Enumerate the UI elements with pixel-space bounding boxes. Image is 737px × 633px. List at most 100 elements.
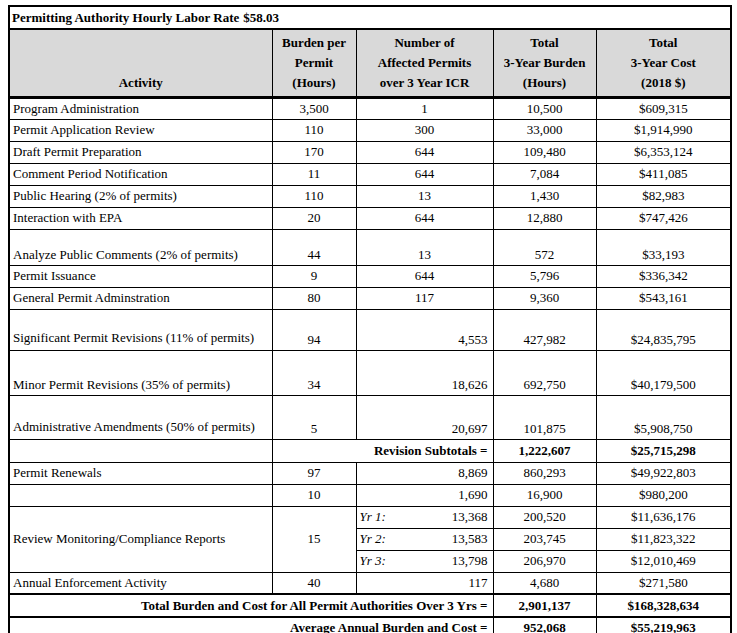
table-row: Significant Permit Revisions (11% of per… [9,309,731,350]
cell-activity: General Permit Adminstration [9,287,272,309]
cell-total-burden: 572 [493,229,596,265]
cell-activity [9,439,272,462]
year-label: Yr 3: [360,553,386,569]
table-row: Permit Renewals978,869860,293$49,922,803 [9,462,731,484]
cell-affected-permits: 13 [356,229,493,265]
cell-burden-per-permit: 10 [272,484,356,506]
cell-activity: Public Hearing (2% of permits) [9,185,272,207]
cell-total-cost: $5,908,750 [596,395,731,439]
table-row: Interaction with EPA2064412,880$747,426 [9,207,731,229]
table-row: Analyze Public Comments (2% of permits)4… [9,229,731,265]
cell-total-cost: $747,426 [596,207,731,229]
year-value: 13,368 [452,509,488,525]
cell-total-burden: 4,680 [493,572,596,594]
cell-total-cost: $336,342 [596,265,731,287]
cell-total-cost: $12,010,469 [596,550,731,572]
cell-activity [9,484,272,506]
table-title-label: Permitting Authority Hourly Labor Rate [12,10,239,25]
cell-affected-permits: 18,626 [356,350,493,395]
cell-total-cost: $411,085 [596,163,731,185]
cell-activity: Administrative Amendments (50% of permit… [9,395,272,439]
cell-total-cost: $24,835,795 [596,309,731,350]
cell-total-cost: $25,715,298 [596,439,731,462]
year-split: Yr 2:13,583 [360,531,490,547]
cell-total-burden: 9,360 [493,287,596,309]
cell-total-cost: $168,328,634 [596,594,731,617]
cell-burden-per-permit: 97 [272,462,356,484]
cell-burden-per-permit: 110 [272,185,356,207]
cell-affected-permits: 300 [356,119,493,141]
cell-total-cost: $271,580 [596,572,731,594]
cell-total-burden: 33,000 [493,119,596,141]
cell-total-burden: 200,520 [493,506,596,528]
cell-total-cost: $40,179,500 [596,350,731,395]
cell-total-burden: 2,901,137 [493,594,596,617]
cell-total-burden: 427,982 [493,309,596,350]
cell-activity: Total Burden and Cost for All Permit Aut… [9,594,493,617]
cell-total-cost: $82,983 [596,185,731,207]
cell-activity: Permit Issuance [9,265,272,287]
table-row: Annual Enforcement Activity401174,680$27… [9,572,731,594]
cell-total-burden: 203,745 [493,528,596,550]
table-row: General Permit Adminstration801179,360$5… [9,287,731,309]
cell-total-cost: $543,161 [596,287,731,309]
cell-burden-per-permit: 40 [272,572,356,594]
cell-burden-per-permit: 110 [272,119,356,141]
cell-affected-permits: Yr 1: 13,368 [356,506,493,528]
cell-affected-permits: 1 [356,97,493,119]
cell-total-burden: 860,293 [493,462,596,484]
cell-affected-permits: 13 [356,185,493,207]
cell-burden-per-permit: 94 [272,309,356,350]
page: Permitting Authority Hourly Labor Rate $5… [0,0,737,633]
cell-burden-per-permit: 5 [272,395,356,439]
cell-burden-per-permit: 15 [272,506,356,572]
table-row: Revision Subtotals =1,222,607$25,715,298 [9,439,731,462]
cell-total-burden: 1,430 [493,185,596,207]
cell-affected-permits: 20,697 [356,395,493,439]
cell-total-cost: $980,200 [596,484,731,506]
cell-affected-permits: 644 [356,265,493,287]
cell-total-burden: 7,084 [493,163,596,185]
cell-affected-permits: 644 [356,141,493,163]
cell-burden-per-permit: Revision Subtotals = [272,439,493,462]
cell-activity: Interaction with EPA [9,207,272,229]
year-value: 13,798 [452,553,488,569]
cell-affected-permits: 117 [356,572,493,594]
year-split: Yr 3: 13,798 [360,553,490,569]
table-header-row: Activity Burden per Permit (Hours) Numbe… [9,29,731,97]
cell-activity: Permit Renewals [9,462,272,484]
year-label: Yr 1: [360,509,386,525]
cell-total-burden: 1,222,607 [493,439,596,462]
table-row: Public Hearing (2% of permits)110131,430… [9,185,731,207]
cell-total-burden: 692,750 [493,350,596,395]
cell-total-cost: $6,353,124 [596,141,731,163]
cell-burden-per-permit: 44 [272,229,356,265]
cell-burden-per-permit: 20 [272,207,356,229]
cell-activity: Permit Application Review [9,119,272,141]
cell-burden-per-permit: 9 [272,265,356,287]
cell-burden-per-permit: 80 [272,287,356,309]
cell-activity: Program Administration [9,97,272,119]
cell-total-burden: 206,970 [493,550,596,572]
cell-activity: Minor Permit Revisions (35% of permits) [9,350,272,395]
cell-total-burden: 16,900 [493,484,596,506]
cell-activity: Draft Permit Preparation [9,141,272,163]
table-row: Draft Permit Preparation170644109,480$6,… [9,141,731,163]
table-row: Minor Permit Revisions (35% of permits)3… [9,350,731,395]
cell-burden-per-permit: 170 [272,141,356,163]
table-title: Permitting Authority Hourly Labor Rate$5… [9,6,731,29]
cell-total-burden: 5,796 [493,265,596,287]
cell-total-burden: 101,875 [493,395,596,439]
cell-affected-permits: 4,553 [356,309,493,350]
table-title-row: Permitting Authority Hourly Labor Rate$5… [9,6,731,29]
table-row: 101,69016,900$980,200 [9,484,731,506]
cell-total-burden: 10,500 [493,97,596,119]
cell-affected-permits: 8,869 [356,462,493,484]
cell-total-cost: $1,914,990 [596,119,731,141]
column-header-activity: Activity [9,29,272,97]
table-row: Administrative Amendments (50% of permit… [9,395,731,439]
cell-affected-permits: 1,690 [356,484,493,506]
table-body: Program Administration3,500110,500$609,3… [9,97,731,633]
table-row: Average Annual Burden and Cost =952,068$… [9,617,731,633]
cell-activity: Annual Enforcement Activity [9,572,272,594]
